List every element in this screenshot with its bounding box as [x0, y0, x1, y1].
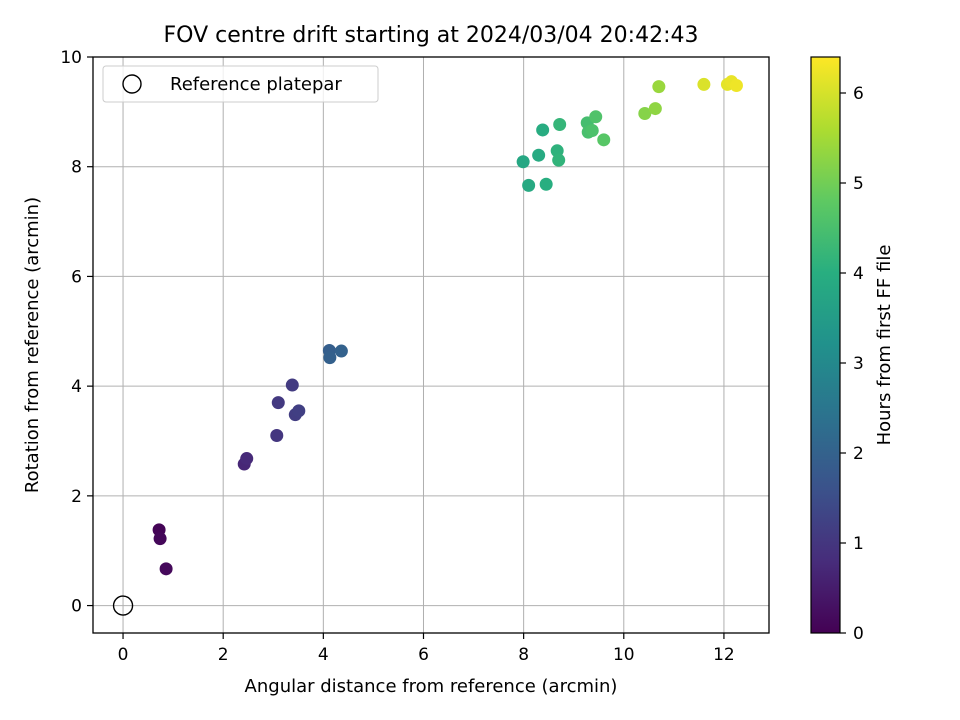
colorbar-label: Hours from first FF file: [874, 245, 895, 446]
data-point: [285, 378, 299, 392]
chart-title: FOV centre drift starting at 2024/03/04 …: [164, 23, 699, 48]
data-point: [153, 532, 167, 546]
legend: Reference platepar: [102, 65, 379, 103]
colorbar-tick-label: 0: [853, 624, 864, 644]
data-point: [729, 79, 743, 93]
colorbar-tick-label: 5: [853, 174, 864, 194]
colorbar-tick-label: 4: [853, 264, 864, 284]
x-axis-label: Angular distance from reference (arcmin): [245, 676, 618, 697]
x-tick-label: 0: [118, 645, 129, 665]
data-point: [553, 117, 567, 131]
colorbar-ticks: 0 1 2 3 4 5 6: [840, 84, 864, 644]
y-tick-label: 2: [71, 487, 82, 507]
data-point: [536, 123, 550, 137]
legend-reference-label: Reference platepar: [170, 74, 342, 95]
x-tick-label: 2: [218, 645, 229, 665]
y-tick-label: 0: [71, 597, 82, 617]
colorbar-tick-label: 3: [853, 354, 864, 374]
data-point: [589, 110, 603, 124]
legend-reference-marker: [122, 74, 142, 94]
data-point: [539, 177, 553, 191]
legend-box: [102, 65, 379, 103]
data-point: [597, 133, 611, 147]
data-point: [648, 102, 662, 116]
data-point: [652, 80, 666, 94]
colorbar-tick-label: 2: [853, 444, 864, 464]
reference-marker: [112, 595, 134, 616]
data-point: [552, 153, 566, 167]
data-point: [697, 77, 711, 91]
data-point: [516, 155, 530, 169]
grid-lines: [93, 56, 769, 633]
data-points: [112, 75, 743, 616]
data-point: [292, 404, 306, 418]
y-axis-ticks: 0 2 4 6 8 10: [60, 48, 93, 617]
y-tick-label: 8: [71, 158, 82, 178]
data-point: [270, 429, 284, 443]
data-point: [323, 351, 337, 365]
x-tick-label: 6: [418, 645, 429, 665]
data-point: [334, 344, 348, 358]
y-tick-label: 4: [71, 377, 82, 397]
data-point: [271, 396, 285, 410]
x-axis-ticks: 0 2 4 6 8 10 12: [118, 633, 735, 665]
y-axis-label: Rotation from reference (arcmin): [22, 197, 43, 493]
data-point: [532, 148, 546, 162]
colorbar-tick-label: 6: [853, 84, 864, 104]
x-tick-label: 8: [518, 645, 529, 665]
data-point: [159, 562, 173, 576]
plot-frame: [92, 56, 770, 634]
y-tick-label: 6: [71, 267, 82, 287]
x-tick-label: 4: [318, 645, 329, 665]
data-point: [240, 452, 254, 466]
data-point: [522, 178, 536, 192]
x-tick-label: 10: [613, 645, 635, 665]
colorbar: [810, 56, 841, 634]
data-point: [585, 124, 599, 138]
x-tick-label: 12: [713, 645, 735, 665]
colorbar-tick-label: 1: [853, 534, 864, 554]
data-point: [638, 107, 652, 121]
y-tick-label: 10: [60, 48, 82, 68]
